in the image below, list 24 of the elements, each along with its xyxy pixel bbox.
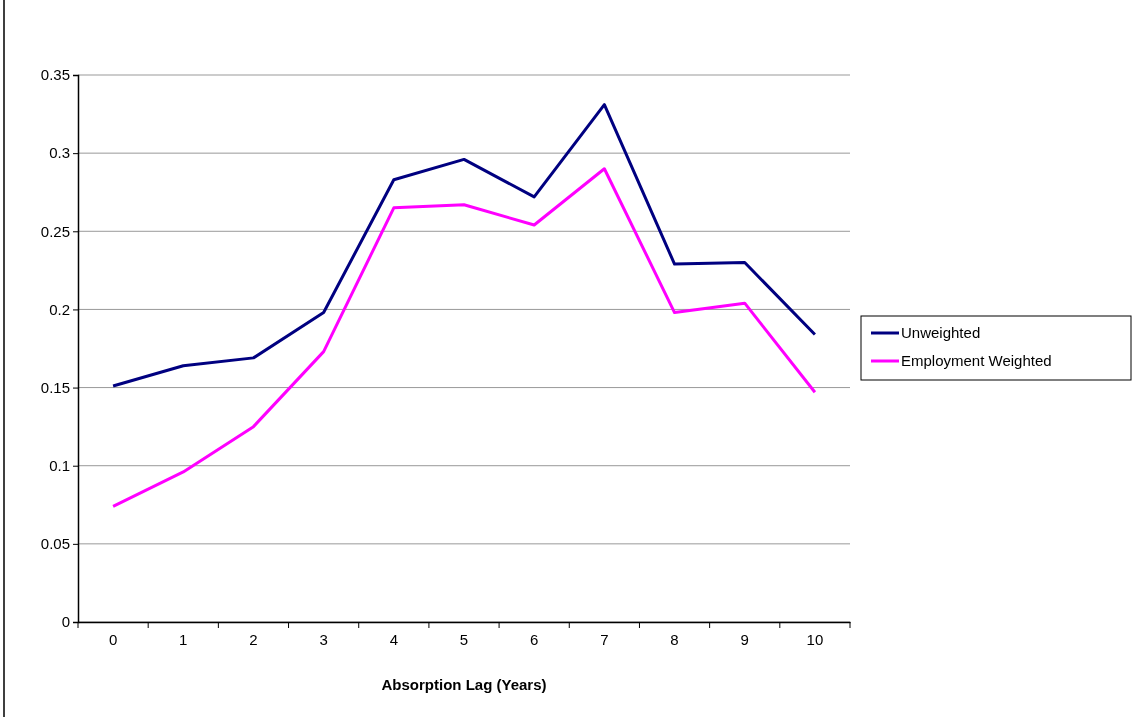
x-tick-label: 9 [740,630,749,648]
x-tick-label: 3 [319,630,328,648]
x-tick-label: 2 [249,630,258,648]
y-tick-label: 0.3 [49,144,70,162]
x-tick-label: 5 [459,630,469,648]
line-series [111,103,817,388]
legend-label: Unweighted [901,324,981,341]
x-tick-label: 0 [108,630,118,648]
y-tick-label: 0.1 [49,457,70,475]
x-axis-title: Absorption Lag (Years) [381,676,547,693]
x-tick-label: 7 [600,630,609,648]
line-series [111,167,817,508]
y-tick-label: 0.05 [40,535,70,553]
x-tick-label: 8 [670,630,679,648]
y-tick-label: 0.15 [40,378,70,396]
y-tick-label: 0.25 [40,222,70,240]
y-tick-label: 0.35 [40,66,70,84]
x-tick-label: 10 [806,630,824,648]
x-tick-label: 6 [530,630,539,648]
x-tick-label: 4 [389,630,398,648]
legend-label: Employment Weighted [901,352,1052,369]
y-tick-label: 0 [61,613,70,631]
x-tick-label: 1 [179,630,188,648]
y-tick-label: 0.2 [49,300,70,318]
